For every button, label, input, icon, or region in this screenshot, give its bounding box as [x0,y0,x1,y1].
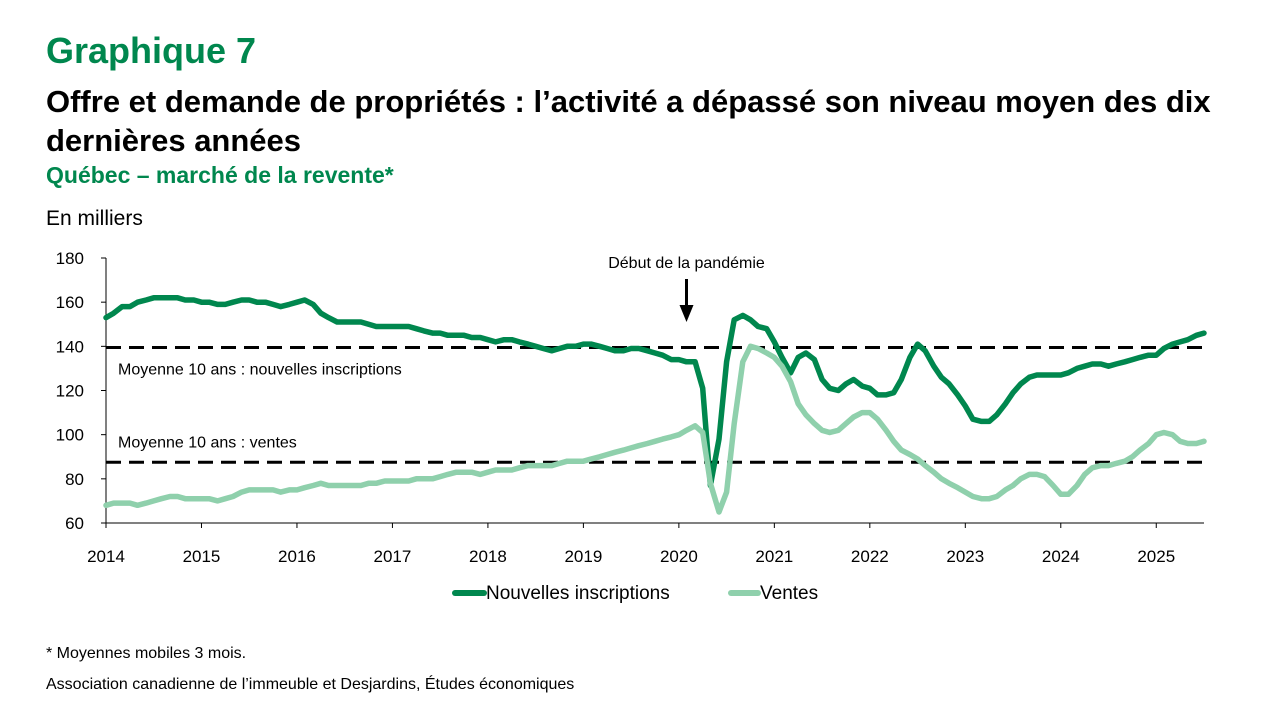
x-tick-label: 2018 [469,547,507,566]
x-tick-label: 2016 [278,547,316,566]
x-tick-label: 2019 [564,547,602,566]
pandemic-annotation-label: Début de la pandémie [608,255,765,272]
x-tick-label: 2020 [660,547,698,566]
x-tick-label: 2017 [374,547,412,566]
y-tick-label: 180 [56,249,84,268]
y-tick-label: 60 [65,514,84,533]
y-tick-label: 140 [56,337,84,356]
x-tick-label: 2024 [1042,547,1080,566]
ref-label-inscriptions: Moyenne 10 ans : nouvelles inscriptions [118,361,402,378]
x-tick-label: 2015 [183,547,221,566]
source-note: Association canadienne de l’immeuble et … [46,676,575,693]
chart-subtitle: Québec – marché de la revente* [46,162,394,188]
pandemic-arrow-head [679,305,694,322]
series-line-inscriptions [103,295,1207,489]
y-tick-label: 120 [56,382,84,401]
x-tick-label: 2022 [851,547,889,566]
unit-label: En milliers [46,207,143,230]
x-tick-label: 2014 [87,547,125,566]
x-tick-label: 2021 [755,547,793,566]
series-line-ventes [103,343,1207,515]
chart-number: Graphique 7 [46,30,257,71]
ref-label-ventes: Moyenne 10 ans : ventes [118,434,297,451]
x-tick-label: 2023 [946,547,984,566]
legend-label-ventes: Ventes [760,583,818,604]
legend-label-inscriptions: Nouvelles inscriptions [486,583,670,604]
y-tick-label: 80 [65,470,84,489]
y-tick-label: 100 [56,426,84,445]
footnote: * Moyennes mobiles 3 mois. [46,645,247,662]
y-tick-label: 160 [56,293,84,312]
chart-title: Offre et demande de propriétés : l’activ… [46,84,1211,158]
x-tick-label: 2025 [1137,547,1175,566]
